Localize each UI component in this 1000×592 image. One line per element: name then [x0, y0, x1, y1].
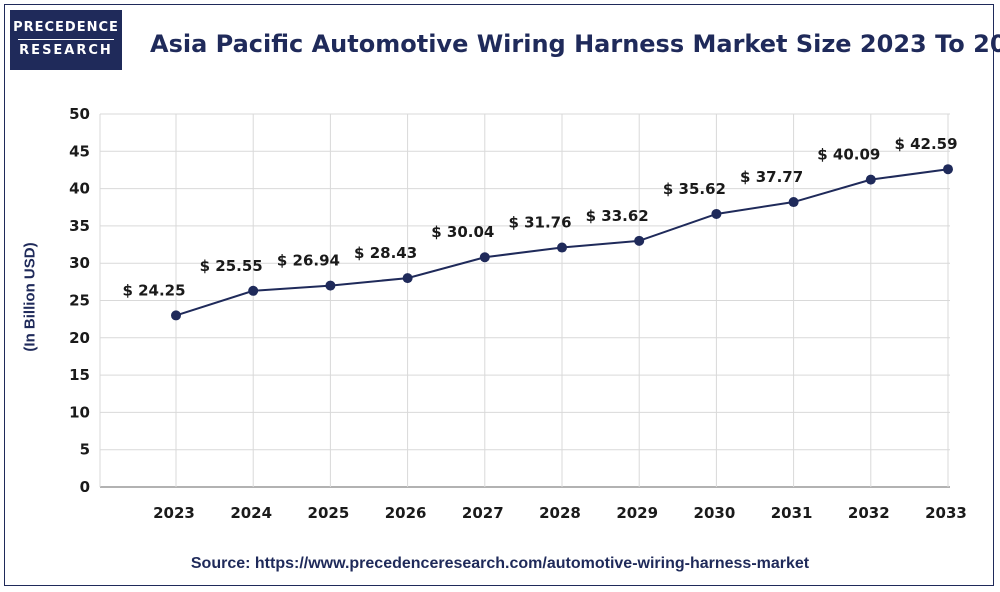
y-tick-label: 15	[69, 366, 90, 384]
data-label: $ 28.43	[354, 244, 417, 262]
y-tick-label: 45	[69, 142, 90, 160]
y-tick-label: 40	[69, 180, 90, 198]
x-tick-label: 2023	[153, 504, 195, 522]
chart-title: Asia Pacific Automotive Wiring Harness M…	[150, 30, 1000, 58]
data-point	[325, 280, 336, 291]
logo-line-2: RESEARCH	[19, 43, 113, 58]
x-tick-label: 2030	[694, 504, 736, 522]
data-label: $ 33.62	[586, 207, 649, 225]
data-point	[788, 197, 799, 208]
x-tick-label: 2027	[462, 504, 504, 522]
y-tick-label: 5	[80, 441, 90, 459]
y-tick-label: 30	[69, 254, 90, 272]
x-tick-label: 2026	[385, 504, 427, 522]
chart-frame	[4, 4, 994, 586]
data-point	[865, 174, 876, 185]
y-tick-label: 50	[69, 105, 90, 123]
data-label: $ 42.59	[894, 135, 957, 153]
data-label: $ 35.62	[663, 180, 726, 198]
brand-logo: PRECEDENCE RESEARCH	[10, 10, 122, 70]
data-label: $ 31.76	[508, 214, 571, 232]
data-point	[943, 164, 953, 175]
data-label: $ 25.55	[200, 257, 263, 275]
y-tick-label: 35	[69, 217, 90, 235]
x-tick-label: 2031	[771, 504, 813, 522]
data-label: $ 40.09	[817, 146, 880, 164]
data-label: $ 37.77	[740, 168, 803, 186]
x-tick-label: 2028	[539, 504, 581, 522]
x-tick-label: 2025	[308, 504, 350, 522]
data-point	[711, 208, 722, 219]
x-tick-label: 2033	[925, 504, 967, 522]
data-label: $ 30.04	[431, 223, 494, 241]
data-label: $ 24.25	[122, 281, 185, 299]
logo-line-1: PRECEDENCE	[13, 20, 119, 35]
y-tick-label: 20	[69, 329, 90, 347]
data-point	[248, 285, 259, 296]
data-label: $ 26.94	[277, 252, 340, 270]
x-tick-label: 2032	[848, 504, 890, 522]
y-tick-label: 0	[80, 478, 90, 496]
y-tick-label: 25	[69, 292, 90, 310]
data-point	[557, 242, 567, 253]
x-tick-label: 2029	[616, 504, 658, 522]
data-point	[634, 235, 645, 246]
data-point	[479, 252, 490, 263]
source-note: Source: https://www.precedenceresearch.c…	[190, 555, 810, 572]
data-point	[402, 273, 413, 284]
x-tick-label: 2024	[230, 504, 272, 522]
data-point	[171, 310, 181, 321]
logo-divider	[18, 39, 114, 40]
y-tick-label: 10	[69, 403, 90, 421]
